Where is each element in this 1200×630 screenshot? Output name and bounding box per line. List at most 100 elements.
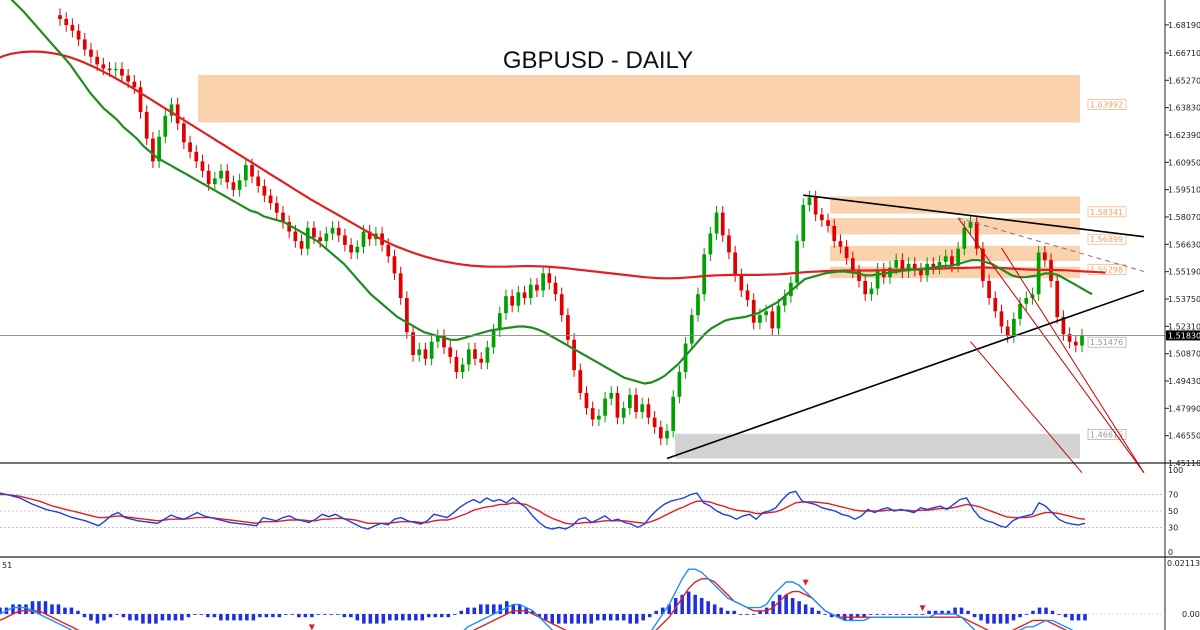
macd-hist-bar [634,614,639,624]
candle-body [1055,280,1060,318]
candle-body [1067,334,1072,342]
price-tick-label: 1.55190 [1168,268,1200,277]
candle-body [435,336,440,342]
candle-body [640,404,645,412]
macd-hist-bar [401,614,405,621]
candle-body [912,263,917,270]
main-price-panel: 1.63992 1.58341 1.56899 1.55298 1.51476 1.466… [0,0,1165,474]
level-label-4: 1.51476 [1090,338,1123,347]
candle-body [336,227,341,236]
macd-hist-bar [940,610,944,614]
macd-hist-bar [186,614,191,618]
candle-body [324,233,329,242]
macd-hist-bar [868,614,873,615]
price-tick-label: 1.46550 [1168,432,1200,441]
macd-hist-bar [816,610,821,614]
macd-hist-bar [628,614,632,624]
macd-hist-bar [959,607,964,614]
candle-body [962,227,967,249]
candle-body [844,246,849,259]
macd-hist-bar [972,614,977,618]
macd-hist-bar [1070,614,1074,621]
candle-body [832,225,837,242]
candle-body [733,252,737,276]
macd-hist-bar [167,614,171,621]
macd-hist-bar [394,614,399,621]
candle-body [807,197,812,206]
macd-hist-bar [433,614,438,618]
macd-hist-bar [790,598,795,614]
price-tick-label: 1.60950 [1168,158,1200,167]
macd-hist-bar [595,614,600,621]
level-label-box-4 [1087,336,1127,348]
candle-body [795,241,799,283]
macd-hist-bar [56,604,61,614]
level-label-box-3 [1087,264,1127,275]
trendline-channel-low [970,341,1083,474]
macd-signal-arrows [308,579,926,630]
candle-body [590,408,595,420]
candle-body [1061,317,1066,335]
candle-body [621,408,626,418]
zone-4 [830,266,1080,279]
candle-body [429,341,434,359]
candlesticks [58,8,1084,446]
macd-hist-bar [258,614,262,618]
macd-hist-bar [907,614,912,615]
macd-hist-bar [368,614,373,624]
candle-body [553,282,558,295]
candle-body [776,305,781,329]
macd-hist-bar [108,614,113,618]
candle-body [305,227,310,249]
macd-hist-bar [1050,610,1055,614]
candle-body [906,263,911,272]
macd-hist-bar [491,604,496,614]
macd-hist-bar [693,594,697,614]
rsi-axis-labels: 100 70 50 30 0 [1168,466,1183,557]
candle-body [237,180,242,190]
macd-hist-bar [381,614,386,624]
macd-hist-bar [349,614,353,618]
sr-zones [198,74,1080,459]
candle-body [386,244,391,257]
macd-hist-bar [641,614,645,621]
candle-body [188,142,192,152]
trendline-channel-top [957,217,1145,473]
macd-hist-bar [992,614,996,624]
candle-body [782,296,787,306]
macd-hist-bar [264,614,269,618]
candle-body [919,269,923,276]
macd-hist-bar [232,614,236,621]
candle-body [850,258,855,272]
macd-hist-bar [888,614,892,615]
moving-average-green [10,0,1093,385]
macd-hist-bar [797,601,801,614]
macd-hist-bar [946,610,951,614]
macd-hist-bar [206,614,210,618]
macd-hist-bar [654,610,658,614]
macd-hist-bar [147,614,152,624]
price-tick-label: 1.58070 [1168,213,1200,222]
macd-hist-bar [160,614,165,621]
candle-body [367,231,372,240]
zone-2 [830,217,1080,235]
candle-body [243,165,248,181]
candle-body [826,220,830,226]
macd-hist-bar [517,604,522,614]
zone-5 [675,433,1080,459]
price-tick-label: 1.65270 [1168,76,1200,85]
candle-body [250,165,254,177]
candle-body [745,290,750,300]
candle-body [405,298,409,333]
macd-hist-bar [615,614,619,621]
price-tick-label: 1.68190 [1168,21,1200,30]
candle-body [231,182,236,190]
candle-body [491,330,496,348]
level-labels: 1.63992 1.58341 1.56899 1.55298 1.51476 1.466… [1087,99,1127,440]
candle-body [522,292,527,299]
candle-body [212,178,217,185]
level-label-box-1 [1087,206,1127,218]
candle-body [838,241,843,247]
macd-hist-bar [362,614,366,624]
macd-hist-bar [862,614,866,618]
